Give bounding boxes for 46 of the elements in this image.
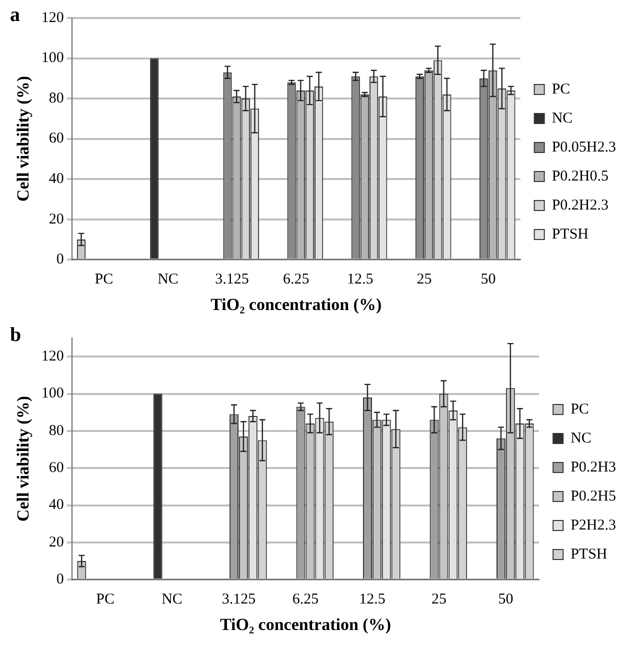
x-tick-label: 6.25	[282, 272, 310, 288]
y-axis-title: Cell viability (%)	[14, 396, 33, 522]
x-tick-label: 3.125	[215, 272, 249, 288]
legend-label: P2H2.3	[570, 517, 616, 534]
x-axis-title: TiO₂ concentration (%)	[220, 615, 391, 634]
legend-label: P0.2H0.5	[552, 168, 609, 184]
x-tick-label: 25	[431, 592, 446, 608]
y-tick-label: 80	[48, 422, 64, 439]
y-tick-label: 20	[48, 211, 64, 228]
x-tick-label: 25	[416, 272, 432, 288]
x-tick-label: PC	[94, 272, 114, 288]
y-tick-label: 40	[48, 497, 64, 514]
x-tick-label: 50	[498, 592, 514, 608]
y-tick-label: 80	[48, 90, 64, 106]
legend-label: PTSH	[570, 546, 608, 562]
x-tick-label: 12.5	[359, 592, 386, 608]
y-tick-label: 100	[41, 50, 64, 66]
legend-label: P0.2H5	[570, 488, 616, 504]
legend-label: P0.05H2.3	[552, 139, 616, 156]
x-tick-label: 50	[480, 272, 496, 288]
y-tick-label: 0	[56, 252, 64, 268]
x-tick-label: 6.25	[292, 592, 319, 608]
x-axis-title: TiO₂ concentration (%)	[210, 295, 382, 314]
legend-label: PTSH	[552, 226, 589, 242]
y-axis-title: Cell viability (%)	[14, 76, 33, 202]
y-tick-label: 0	[56, 572, 64, 588]
legend-label: NC	[552, 110, 573, 126]
x-tick-label: NC	[162, 592, 182, 608]
legend-label: PC	[552, 81, 570, 98]
y-tick-label: 100	[41, 386, 64, 402]
legend-label: P0.2H2.3	[552, 197, 609, 214]
legend-label: PC	[570, 401, 589, 418]
y-tick-label: 20	[48, 534, 64, 550]
legend-label: P0.2H3	[570, 459, 616, 476]
x-tick-label: PC	[96, 592, 114, 608]
y-tick-label: 120	[41, 10, 64, 26]
x-tick-label: 3.125	[222, 592, 256, 608]
legend-label: NC	[570, 430, 592, 446]
y-tick-label: 40	[48, 171, 64, 188]
y-tick-label: 120	[41, 348, 64, 365]
y-tick-label: 60	[48, 130, 64, 147]
chart-title: b	[10, 324, 22, 346]
y-tick-label: 60	[48, 460, 64, 476]
chart-title: a	[10, 4, 20, 26]
x-tick-label: 12.5	[347, 272, 374, 288]
x-tick-label: NC	[158, 272, 178, 288]
